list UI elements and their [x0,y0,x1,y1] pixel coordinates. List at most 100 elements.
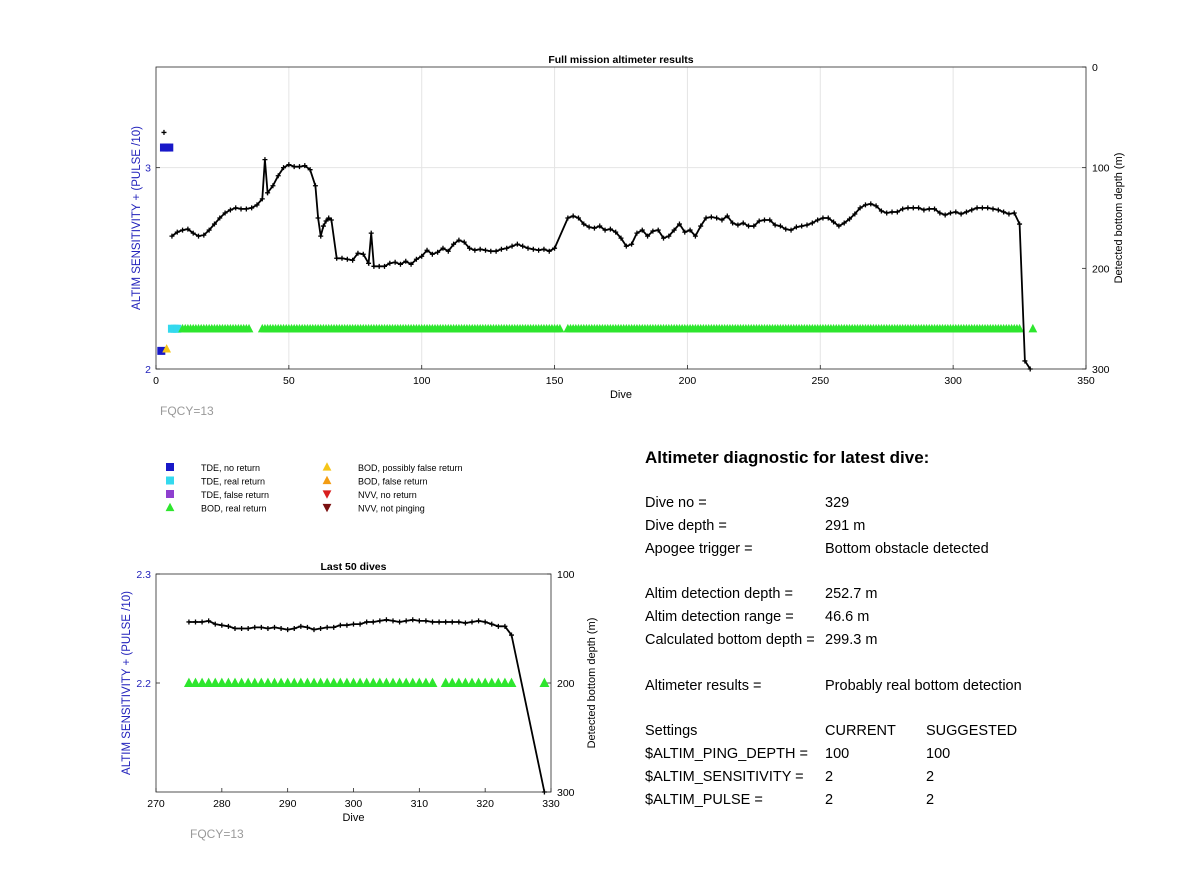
bod-real-return-marker [388,677,398,688]
bod-real-return-marker [486,677,497,688]
bod-real-return-marker [244,323,254,333]
bod-real-return-marker [315,677,326,688]
bottom-depth-point [304,624,310,630]
bottom-depth-point [541,789,547,795]
x-tick-label: 350 [1077,375,1095,387]
legend-label: BOD, false return [358,477,428,487]
bottom-depth-point [650,228,656,234]
bod-real-return-marker [348,677,359,688]
bottom-depth-point [926,206,932,212]
bottom-depth-point [371,263,377,269]
bottom-depth-point [233,205,239,211]
y-tick-label: 2 [145,364,151,376]
setting-suggested: 2 [926,769,935,785]
bod-real-return-marker [440,677,451,688]
bottom-depth-point [862,202,868,208]
bottom-depth-point [570,213,576,219]
bottom-depth-point [514,241,520,247]
bottom-depth-point [456,237,462,243]
chart-title: Last 50 dives [321,561,387,573]
legend-marker [322,503,332,513]
y2-tick-label: 300 [557,787,575,799]
dive-depth-label: Dive depth = [645,518,727,534]
bottom-depth-point [820,215,826,221]
bottom-depth-point [815,217,821,223]
bottom-depth-point [211,221,217,227]
dive-no-label: Dive no = [645,495,707,511]
bod-real-return-marker [210,677,221,688]
bottom-depth-point [655,227,661,233]
bottom-depth-point [225,623,231,629]
bottom-depth-point [498,246,504,252]
x-tick-label: 290 [279,798,297,810]
bod-real-return-marker [282,677,293,688]
bottom-depth-point [377,618,383,624]
bottom-depth-point [804,222,810,228]
bottom-depth-point [857,205,863,211]
bottom-depth-point [462,620,468,626]
bottom-depth-point [424,247,430,253]
bottom-depth-point [639,227,645,233]
bod-real-return-marker [262,677,273,688]
bottom-depth-point [520,243,526,249]
bottom-depth-point [724,213,730,219]
bottom-depth-point [783,226,789,232]
bottom-depth-point [440,245,446,251]
bod-real-return-marker [407,677,418,688]
bottom-depth-point [730,220,736,226]
bottom-depth-point [357,621,363,627]
bottom-depth-point [552,245,558,251]
bod-real-return-marker [183,677,194,688]
bod-real-return-marker [447,677,458,688]
bottom-depth-point [740,220,746,226]
detection-depth-value: 252.7 m [825,586,878,602]
bottom-depth-point [1011,210,1017,216]
settings-header: Settings [645,723,698,739]
bottom-depth-point [1017,221,1023,227]
bod-real-return-marker [467,677,477,688]
bottom-depth-point [852,211,858,217]
legend-label: NVV, no return [358,490,417,500]
x-tick-label: 0 [153,375,159,387]
bod-real-return-marker [555,323,565,333]
bottom-depth-point [974,205,980,211]
bottom-depth-point [408,261,414,267]
bottom-depth-point [575,215,581,221]
bottom-depth-point [477,246,483,252]
bottom-depth-point [445,248,451,254]
bottom-depth-point [661,235,667,241]
altimeter-results-value: Probably real bottom detection [825,678,1022,694]
bottom-depth-point [174,229,180,235]
bod-real-return-marker [328,677,339,688]
y2-tick-label: 200 [1092,263,1110,275]
setting-suggested: 2 [926,792,935,808]
bottom-depth-point [201,232,207,238]
bod-real-return-marker [427,677,438,688]
bottom-depth-point [451,241,457,247]
bod-real-return-marker [506,677,517,688]
bottom-depth-point [334,255,340,261]
legend-label: BOD, possibly false return [358,463,463,473]
bottom-depth-point [831,219,837,225]
bod-real-return-marker [203,677,214,688]
bod-real-return-marker [249,677,260,688]
bottom-depth-point [232,626,238,631]
chart-title: Full mission altimeter results [548,54,693,66]
bod-real-return-marker [401,677,412,688]
setting-suggested: 100 [926,746,951,762]
bottom-depth-point [884,210,890,216]
bottom-depth-point [990,206,996,212]
bottom-depth-point [296,164,302,170]
bottom-depth-point [366,260,372,266]
bottom-depth-point [376,263,382,269]
bottom-depth-point [969,207,975,213]
bottom-depth-point [265,190,271,196]
bod-real-return-marker [302,677,313,688]
current-header: CURRENT [825,723,896,739]
x-tick-label: 50 [283,375,295,387]
setting-current: 2 [825,792,834,808]
bottom-depth-point [169,233,175,239]
bottom-depth-point [423,618,429,624]
bottom-depth-point [495,623,501,629]
bottom-depth-point [687,227,693,233]
